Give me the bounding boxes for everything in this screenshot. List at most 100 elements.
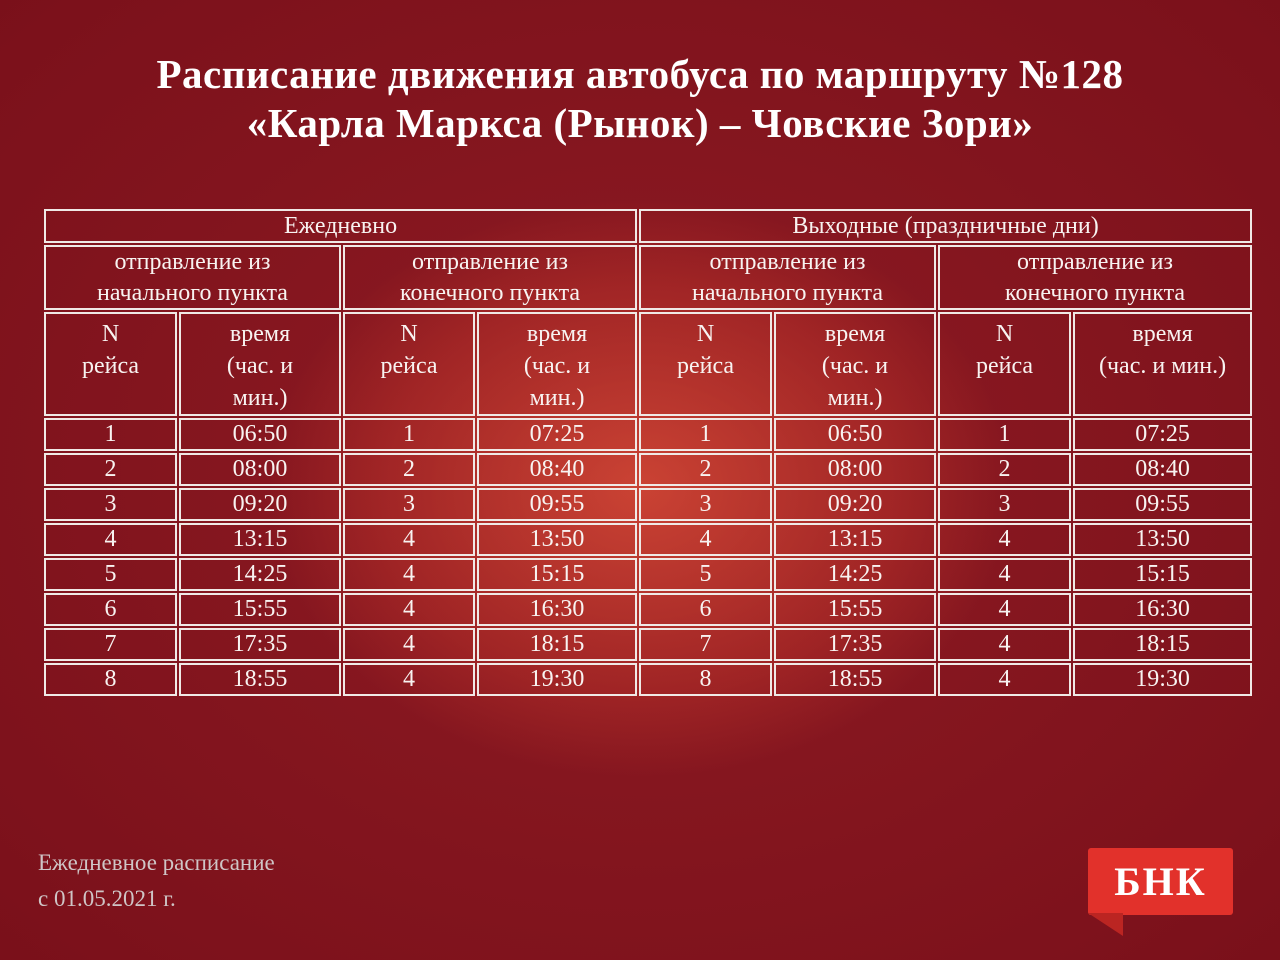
schedule-cell: 19:30: [1073, 663, 1253, 697]
schedule-cell: 1: [343, 418, 475, 452]
trip-number-header-4: N рейса: [938, 312, 1072, 417]
time-header-3: время (час. и мин.): [774, 312, 937, 417]
time-header-4: время (час. и мин.): [1073, 312, 1253, 417]
schedule-cell: 5: [44, 558, 177, 592]
direction-header-end-daily: отправление из конечного пункта: [343, 245, 638, 311]
schedule-cell: 7: [44, 628, 177, 662]
schedule-cell: 08:00: [774, 453, 937, 487]
schedule-cell: 14:25: [179, 558, 341, 592]
schedule-cell: 17:35: [774, 628, 937, 662]
schedule-cell: 19:30: [477, 663, 638, 697]
trip-number-header-3: N рейса: [639, 312, 773, 417]
direction-header-start-weekend: отправление из начального пункта: [639, 245, 937, 311]
day-group-header-weekend: Выходные (праздничные дни): [639, 209, 1253, 243]
schedule-cell: 15:55: [774, 593, 937, 627]
schedule-cell: 4: [938, 523, 1072, 557]
schedule-cell: 2: [343, 453, 475, 487]
schedule-cell: 4: [343, 523, 475, 557]
footer-note: Ежедневное расписание с 01.05.2021 г.: [38, 845, 275, 916]
schedule-cell: 4: [343, 558, 475, 592]
footer-note-line-1: Ежедневное расписание: [38, 850, 275, 875]
schedule-cell: 08:00: [179, 453, 341, 487]
schedule-body: 1 06:50 1 07:25 1 06:50 1 07:25 2 08:00 2 08:40 2 08:…: [44, 418, 1253, 697]
schedule-cell: 5: [639, 558, 773, 592]
schedule-cell: 13:15: [774, 523, 937, 557]
schedule-cell: 15:15: [1073, 558, 1253, 592]
table-row: 3 09:20 3 09:55 3 09:20 3 09:55: [44, 488, 1253, 522]
schedule-cell: 06:50: [179, 418, 341, 452]
schedule-cell: 17:35: [179, 628, 341, 662]
schedule-cell: 4: [938, 663, 1072, 697]
schedule-cell: 09:55: [477, 488, 638, 522]
schedule-cell: 2: [44, 453, 177, 487]
schedule-cell: 15:15: [477, 558, 638, 592]
day-group-header-daily: Ежедневно: [44, 209, 638, 243]
schedule-cell: 6: [44, 593, 177, 627]
schedule-cell: 4: [343, 628, 475, 662]
schedule-cell: 16:30: [1073, 593, 1253, 627]
page-title-line-1: Расписание движения автобуса по маршруту…: [156, 51, 1124, 97]
schedule-cell: 09:20: [179, 488, 341, 522]
page-title-line-2: «Карла Маркса (Рынок) – Човские Зори»: [246, 100, 1034, 147]
table-row: 4 13:15 4 13:50 4 13:15 4 13:50: [44, 523, 1253, 557]
footer-note-line-2: с 01.05.2021 г.: [38, 885, 176, 911]
schedule-cell: 18:55: [179, 663, 341, 697]
schedule-cell: 15:55: [179, 593, 341, 627]
schedule-cell: 07:25: [1073, 418, 1253, 452]
schedule-cell: 18:15: [477, 628, 638, 662]
schedule-cell: 2: [639, 453, 773, 487]
schedule-cell: 4: [343, 593, 475, 627]
schedule-cell: 4: [938, 628, 1072, 662]
table-row: 8 18:55 4 19:30 8 18:55 4 19:30: [44, 663, 1253, 697]
schedule-cell: 1: [938, 418, 1072, 452]
schedule-cell: 13:50: [1073, 523, 1253, 557]
direction-header-start-daily: отправление из начального пункта: [44, 245, 341, 311]
schedule-table: Ежедневно Выходные (праздничные дни) отп…: [42, 207, 1254, 698]
schedule-cell: 4: [938, 593, 1072, 627]
page-title: Расписание движения автобуса по маршруту…: [0, 50, 1280, 148]
table-row: 7 17:35 4 18:15 7 17:35 4 18:15: [44, 628, 1253, 662]
schedule-cell: 4: [938, 558, 1072, 592]
schedule-cell: 16:30: [477, 593, 638, 627]
bnk-logo-text: БНК: [1114, 859, 1207, 904]
direction-header-end-weekend: отправление из конечного пункта: [938, 245, 1253, 311]
time-header-2: время (час. и мин.): [477, 312, 638, 417]
schedule-cell: 1: [44, 418, 177, 452]
table-row: 6 15:55 4 16:30 6 15:55 4 16:30: [44, 593, 1253, 627]
schedule-cell: 3: [639, 488, 773, 522]
bnk-logo: БНК: [1088, 848, 1233, 915]
schedule-cell: 1: [639, 418, 773, 452]
schedule-cell: 07:25: [477, 418, 638, 452]
schedule-cell: 2: [938, 453, 1072, 487]
day-group-header-row: Ежедневно Выходные (праздничные дни): [44, 209, 1253, 243]
schedule-cell: 8: [639, 663, 773, 697]
table-row: 5 14:25 4 15:15 5 14:25 4 15:15: [44, 558, 1253, 592]
schedule-cell: 08:40: [1073, 453, 1253, 487]
schedule-cell: 8: [44, 663, 177, 697]
column-header-row: N рейса время (час. и мин.) N рейса врем…: [44, 312, 1253, 417]
schedule-cell: 3: [343, 488, 475, 522]
schedule-cell: 09:55: [1073, 488, 1253, 522]
time-header-1: время (час. и мин.): [179, 312, 341, 417]
table-row: 1 06:50 1 07:25 1 06:50 1 07:25: [44, 418, 1253, 452]
schedule-cell: 13:50: [477, 523, 638, 557]
schedule-cell: 06:50: [774, 418, 937, 452]
table-row: 2 08:00 2 08:40 2 08:00 2 08:40: [44, 453, 1253, 487]
schedule-cell: 6: [639, 593, 773, 627]
schedule-cell: 18:15: [1073, 628, 1253, 662]
trip-number-header-1: N рейса: [44, 312, 177, 417]
schedule-cell: 14:25: [774, 558, 937, 592]
schedule-cell: 08:40: [477, 453, 638, 487]
schedule-cell: 3: [938, 488, 1072, 522]
schedule-cell: 4: [639, 523, 773, 557]
schedule-cell: 4: [343, 663, 475, 697]
schedule-cell: 09:20: [774, 488, 937, 522]
schedule-cell: 3: [44, 488, 177, 522]
direction-header-row: отправление из начального пункта отправл…: [44, 245, 1253, 311]
bnk-logo-tail-icon: [1088, 913, 1123, 936]
schedule-cell: 4: [44, 523, 177, 557]
schedule-cell: 13:15: [179, 523, 341, 557]
schedule-cell: 7: [639, 628, 773, 662]
trip-number-header-2: N рейса: [343, 312, 475, 417]
